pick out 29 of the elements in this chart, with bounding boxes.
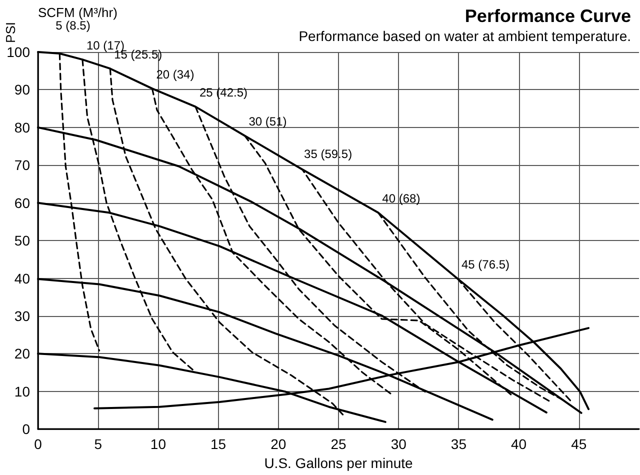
y-tick-label: 40 [14, 270, 30, 286]
x-tick-label: 45 [571, 436, 587, 452]
series-label: 40 (68) [382, 192, 420, 206]
text: SCFM (M³/hr) [38, 5, 118, 20]
y-tick-label: 50 [14, 232, 30, 249]
y-tick-label: 10 [14, 383, 30, 400]
x-tick-label: 35 [450, 436, 467, 452]
chart-subtitle: Performance based on water at ambient temperature. [298, 28, 632, 44]
x-tick-label: 5 [94, 436, 102, 452]
series-label: 45 (76.5) [462, 258, 510, 272]
y-axis-title: PSI [3, 22, 18, 43]
y-tick-label: 90 [14, 82, 30, 98]
series-label: 5 (8.5) [56, 18, 90, 33]
x-axis-title: U.S. Gallons per minute [264, 455, 414, 471]
chart-title: Performance Curve [464, 6, 632, 26]
x-tick-label: 0 [34, 436, 42, 452]
y-tick-label: 20 [14, 346, 30, 362]
y-tick-label: 100 [6, 44, 30, 60]
x-tick-label: 10 [150, 436, 166, 452]
y-tick-label: 80 [14, 119, 30, 136]
y-tick-label: 60 [14, 194, 30, 211]
x-tick-label: 40 [511, 436, 527, 452]
x-tick-label: 20 [270, 436, 286, 452]
y-tick-label: 70 [14, 157, 30, 174]
x-tick-label: 25 [330, 436, 346, 452]
x-tick-label: 15 [210, 436, 226, 452]
y-tick-label: 30 [14, 308, 30, 324]
y-tick-label: 0 [22, 421, 30, 438]
x-tick-label: 30 [390, 436, 407, 452]
